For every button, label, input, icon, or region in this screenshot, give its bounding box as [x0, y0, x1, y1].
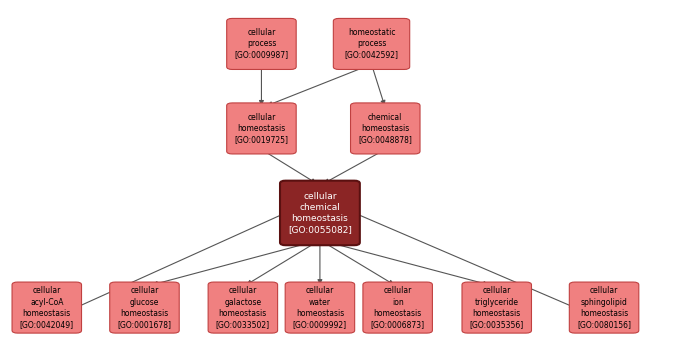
Text: cellular
acyl-CoA
homeostasis
[GO:0042049]: cellular acyl-CoA homeostasis [GO:004204… — [20, 286, 74, 329]
Text: cellular
process
[GO:0009987]: cellular process [GO:0009987] — [235, 28, 288, 59]
FancyBboxPatch shape — [333, 18, 410, 70]
Text: cellular
homeostasis
[GO:0019725]: cellular homeostasis [GO:0019725] — [235, 113, 288, 144]
FancyBboxPatch shape — [363, 282, 432, 333]
Text: chemical
homeostasis
[GO:0048878]: chemical homeostasis [GO:0048878] — [358, 113, 412, 144]
FancyBboxPatch shape — [462, 282, 531, 333]
Text: cellular
galactose
homeostasis
[GO:0033502]: cellular galactose homeostasis [GO:00335… — [216, 286, 270, 329]
Text: cellular
sphingolipid
homeostasis
[GO:0080156]: cellular sphingolipid homeostasis [GO:00… — [577, 286, 631, 329]
Text: cellular
ion
homeostasis
[GO:0006873]: cellular ion homeostasis [GO:0006873] — [371, 286, 424, 329]
Text: homeostatic
process
[GO:0042592]: homeostatic process [GO:0042592] — [345, 28, 398, 59]
Text: cellular
water
homeostasis
[GO:0009992]: cellular water homeostasis [GO:0009992] — [293, 286, 347, 329]
FancyBboxPatch shape — [227, 18, 296, 70]
FancyBboxPatch shape — [286, 282, 355, 333]
Text: cellular
glucose
homeostasis
[GO:0001678]: cellular glucose homeostasis [GO:0001678… — [118, 286, 171, 329]
FancyBboxPatch shape — [208, 282, 278, 333]
FancyBboxPatch shape — [570, 282, 638, 333]
FancyBboxPatch shape — [351, 103, 420, 154]
FancyBboxPatch shape — [227, 103, 296, 154]
FancyBboxPatch shape — [109, 282, 179, 333]
FancyBboxPatch shape — [280, 180, 360, 245]
Text: cellular
triglyceride
homeostasis
[GO:0035356]: cellular triglyceride homeostasis [GO:00… — [470, 286, 524, 329]
Text: cellular
chemical
homeostasis
[GO:0055082]: cellular chemical homeostasis [GO:005508… — [288, 192, 352, 234]
FancyBboxPatch shape — [12, 282, 82, 333]
